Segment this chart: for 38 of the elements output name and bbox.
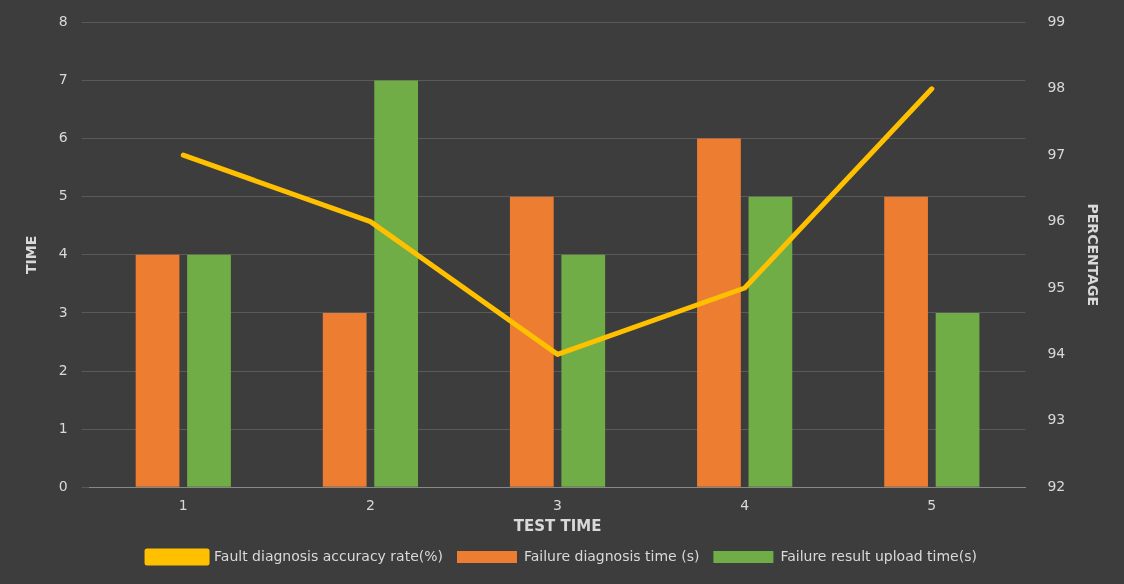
x-tick-label: 4 (740, 497, 750, 514)
bar (135, 254, 180, 487)
y2-tick-label: 93 (1047, 411, 1066, 428)
bar (561, 254, 606, 487)
bar (509, 196, 554, 487)
y-tick-label: 8 (58, 13, 68, 30)
y-tick-label: 6 (58, 129, 68, 146)
bar (187, 254, 231, 487)
y2-tick-label: 92 (1047, 477, 1066, 494)
y2-tick-label: 95 (1047, 278, 1066, 295)
bar (322, 312, 367, 487)
y-tick-label: 4 (58, 245, 68, 262)
bar (884, 196, 928, 487)
y-axis-title: TIME (23, 235, 40, 274)
y-tick-label: 2 (58, 361, 68, 378)
bar (374, 80, 419, 487)
y2-tick-label: 97 (1047, 145, 1066, 162)
y-tick-label: 5 (58, 187, 68, 204)
y2-tick-label: 96 (1047, 212, 1066, 229)
legend-label: Fault diagnosis accuracy rate(%) (214, 547, 443, 564)
legend-label: Failure result upload time(s) (780, 547, 977, 564)
bar (697, 138, 741, 487)
x-tick-label: 2 (365, 497, 375, 514)
x-tick-label: 5 (927, 497, 937, 514)
y2-tick-label: 94 (1047, 345, 1066, 362)
y-tick-label: 3 (58, 303, 68, 320)
bar (748, 196, 793, 487)
y-tick-label: 7 (58, 71, 68, 88)
y-tick-label: 1 (58, 419, 68, 436)
x-tick-label: 3 (553, 497, 563, 514)
y-tick-label: 0 (58, 477, 68, 494)
y2-axis-title: PERCENTAGE (1084, 203, 1101, 307)
bar (935, 312, 980, 487)
x-axis-title: TEST TIME (513, 516, 602, 535)
y2-tick-label: 99 (1047, 13, 1066, 30)
legend-label: Failure diagnosis time (s) (523, 547, 700, 564)
x-tick-label: 1 (178, 497, 188, 514)
y2-tick-label: 98 (1047, 79, 1066, 96)
